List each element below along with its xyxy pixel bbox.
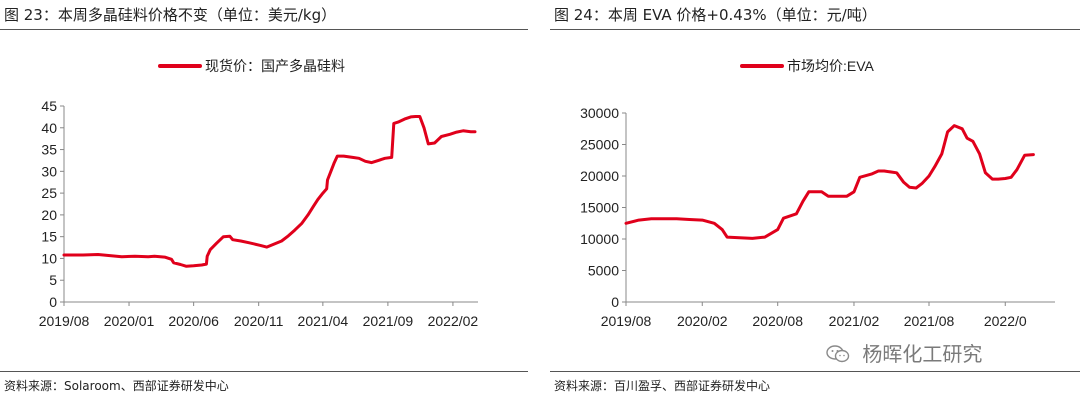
watermark-text: 杨晖化工研究 [862,342,983,366]
y-tick-label: 0 [49,294,57,310]
eva-price-chart: 0 5000 10000 15000 20000 25000 30000 2019/08 202… [580,58,1055,329]
x-tick-label: 2021/02 [829,313,880,329]
x-tick-label: 2021/04 [298,313,349,329]
y-tick-label: 10000 [580,231,619,247]
y-tick-label: 25 [41,185,57,201]
y-tick-label: 5000 [588,263,619,279]
y-tick-label: 5 [49,272,57,288]
wechat-icon [826,345,850,363]
y-tick-label: 45 [41,98,57,114]
y-tick-label: 30000 [580,105,619,121]
figure-title: 图 23：本周多晶硅料价格不变（单位：美元/kg） [4,6,337,24]
series-line [62,115,477,268]
legend-label: 现货价：国产多晶硅料 [205,58,345,74]
watermark: 杨晖化工研究 [826,338,982,367]
series-line [624,124,1035,240]
x-tick-label: 2020/02 [677,313,728,329]
x-tick-label: 2021/08 [904,313,955,329]
source-note: 资料来源：Solaroom、西部证券研发中心 [4,379,229,393]
y-tick-label: 15000 [580,200,619,216]
x-tick-label: 2022/0 [984,313,1027,329]
source-divider [0,371,528,372]
source-divider [550,371,1080,372]
x-tick-label: 2022/02 [428,313,479,329]
y-tick-label: 15 [41,229,57,245]
y-tick-label: 30 [41,163,57,179]
title-divider [550,29,1080,30]
x-tick-label: 2020/11 [234,313,284,329]
x-tick-label: 2020/08 [752,313,803,329]
x-tick-label: 2021/09 [363,313,414,329]
source-note: 资料来源：百川盈孚、西部证券研发中心 [554,379,771,393]
chart-panel-polysilicon: 图 23：本周多晶硅料价格不变（单位：美元/kg） 0 5 10 15 20 25 30 35… [0,0,528,402]
y-tick-label: 20000 [580,168,619,184]
x-tick-label: 2020/01 [104,313,155,329]
polysilicon-price-chart: 0 5 10 15 20 25 30 35 40 45 2019/08 2020/01 2020/06 2… [39,58,479,329]
legend-label: 市场均价:EVA [787,58,875,74]
x-tick-label: 2020/06 [168,313,219,329]
y-tick-label: 10 [41,250,57,266]
y-tick-label: 35 [41,142,57,158]
title-divider [0,29,528,30]
y-tick-label: 40 [41,120,57,136]
y-tick-label: 0 [611,294,619,310]
x-tick-label: 2019/08 [601,313,652,329]
y-tick-label: 25000 [580,137,619,153]
x-tick-label: 2019/08 [39,313,90,329]
figure-title: 图 24：本周 EVA 价格+0.43%（单位：元/吨） [554,6,877,24]
y-tick-label: 20 [41,207,57,223]
chart-panel-eva: 图 24：本周 EVA 价格+0.43%（单位：元/吨） 0 5000 10000 1… [550,0,1080,402]
